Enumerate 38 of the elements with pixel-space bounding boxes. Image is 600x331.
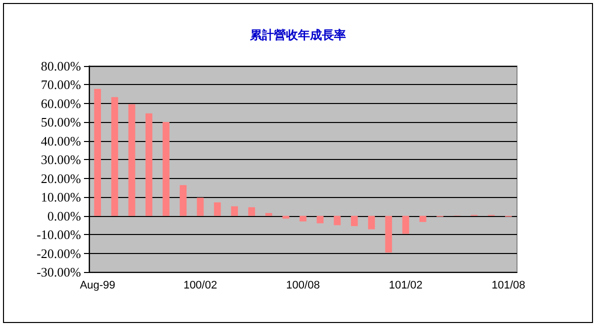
bar bbox=[334, 216, 341, 226]
bar bbox=[180, 185, 187, 216]
x-tick-label: 100/02 bbox=[183, 280, 218, 292]
bar bbox=[419, 216, 426, 222]
bar bbox=[350, 216, 358, 226]
bar bbox=[94, 88, 101, 216]
y-tick-label: 60.00% bbox=[40, 96, 82, 111]
x-tick-label: 100/08 bbox=[286, 280, 320, 292]
bar bbox=[214, 202, 221, 216]
bar bbox=[231, 206, 238, 216]
y-tick-label: 40.00% bbox=[40, 133, 82, 148]
y-tick-label: -20.00% bbox=[36, 246, 82, 261]
bar bbox=[248, 207, 256, 216]
y-tick-label: 80.00% bbox=[40, 58, 82, 74]
bar bbox=[282, 216, 290, 219]
x-tick-label: Aug-99 bbox=[80, 280, 116, 292]
x-tick-label: 101/08 bbox=[492, 280, 526, 292]
bar bbox=[196, 198, 204, 216]
y-tick-label: 70.00% bbox=[40, 77, 82, 92]
y-tick-label: 10.00% bbox=[40, 190, 82, 205]
bar bbox=[111, 97, 118, 216]
y-tick-label: 30.00% bbox=[40, 152, 82, 168]
bar bbox=[162, 122, 170, 216]
chart-title: 累計營收年成長率 bbox=[249, 28, 346, 42]
x-tick-label: 101/02 bbox=[388, 280, 423, 292]
y-tick-label: 0.00% bbox=[47, 208, 82, 224]
y-tick-label: 50.00% bbox=[40, 114, 82, 130]
bar bbox=[402, 216, 410, 234]
y-tick-label: -30.00% bbox=[36, 264, 82, 280]
bar bbox=[316, 216, 324, 224]
y-tick-label: 20.00% bbox=[40, 170, 82, 186]
bar bbox=[265, 213, 272, 216]
bar bbox=[145, 113, 152, 216]
y-tick-label: -10.00% bbox=[36, 227, 82, 242]
bar bbox=[368, 216, 375, 230]
bar bbox=[385, 216, 392, 253]
bar bbox=[300, 216, 306, 222]
bar bbox=[128, 104, 136, 216]
